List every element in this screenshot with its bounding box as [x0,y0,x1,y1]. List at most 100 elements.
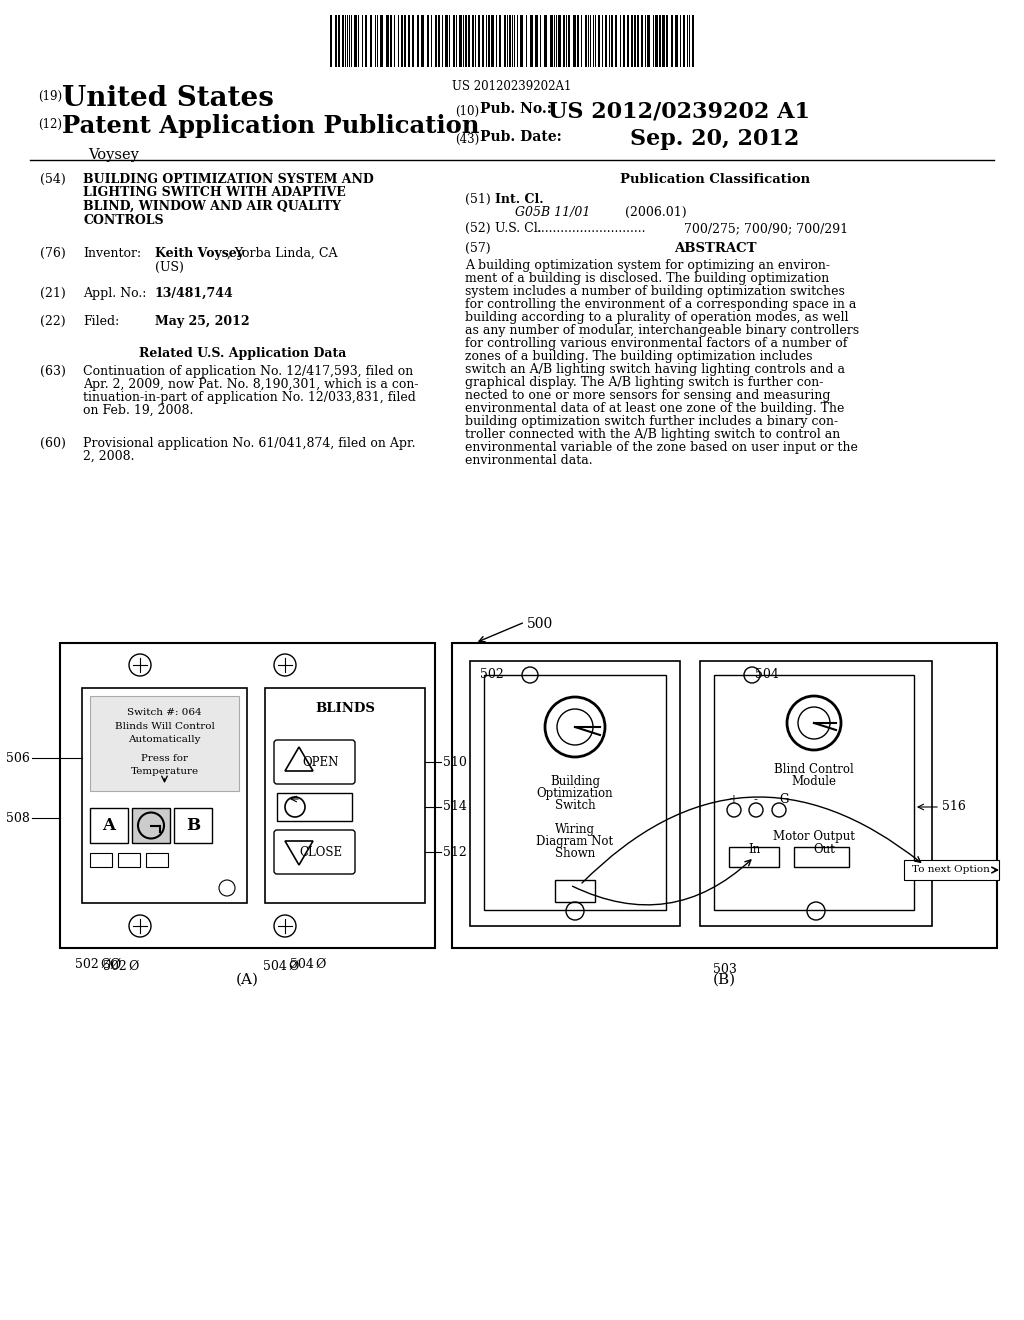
Text: (51): (51) [465,193,490,206]
Bar [585,15,587,67]
Bar [365,15,367,67]
Text: for controlling the environment of a corresponding space in a: for controlling the environment of a cor… [465,298,856,312]
Text: for controlling various environmental factors of a number of: for controlling various environmental fa… [465,337,848,350]
Bar [520,15,523,67]
Bar [386,15,389,67]
Text: 504: 504 [290,958,314,972]
Bar [401,15,403,67]
Bar [330,15,332,67]
Text: 512: 512 [443,846,467,858]
Text: Switch: Switch [555,799,595,812]
Bar [530,15,534,67]
Bar [354,15,357,67]
Bar [470,661,680,927]
Text: A building optimization system for optimizing an environ-: A building optimization system for optim… [465,259,830,272]
Bar [404,15,406,67]
Text: Building: Building [550,775,600,788]
Bar [452,643,997,948]
Text: Ø: Ø [288,960,298,973]
Text: 508: 508 [6,812,30,825]
Text: (43): (43) [455,133,479,147]
Bar [90,853,112,867]
Bar [623,15,625,67]
Bar [412,15,414,67]
Text: 506: 506 [6,751,30,764]
Text: BUILDING OPTIMIZATION SYSTEM AND: BUILDING OPTIMIZATION SYSTEM AND [83,173,374,186]
Text: (19): (19) [38,90,62,103]
Bar [563,15,565,67]
Bar [453,15,455,67]
Bar [729,847,779,867]
Bar [611,15,613,67]
Bar [794,847,849,867]
Text: (22): (22) [40,315,66,327]
Bar [490,15,494,67]
Text: environmental data of at least one zone of the building. The: environmental data of at least one zone … [465,403,845,414]
Text: 700/275; 700/90; 700/291: 700/275; 700/90; 700/291 [680,222,848,235]
Text: Publication Classification: Publication Classification [620,173,810,186]
Bar [509,15,511,67]
Text: To next Option: To next Option [912,866,990,874]
Bar [370,15,372,67]
Text: G: G [779,793,788,807]
Text: Voysey: Voysey [88,148,139,162]
Bar [342,15,344,67]
Text: ABSTRACT: ABSTRACT [674,242,757,255]
Bar [692,15,694,67]
Text: graphical display. The A/B lighting switch is further con-: graphical display. The A/B lighting swit… [465,376,823,389]
Text: Press for: Press for [141,754,188,763]
Bar [671,15,673,67]
Bar [478,15,480,67]
Text: Keith Voysey: Keith Voysey [155,247,244,260]
Text: Patent Application Publication: Patent Application Publication [62,114,479,139]
Bar [465,15,467,67]
Bar [278,793,352,821]
Text: 504: 504 [263,960,287,973]
Text: Shown: Shown [555,847,595,861]
Text: as any number of modular, interchangeable binary controllers: as any number of modular, interchangeabl… [465,323,859,337]
Text: BLINDS: BLINDS [315,702,375,715]
Text: (A): (A) [236,973,259,987]
Bar [132,808,170,843]
Bar [647,15,650,67]
Bar [904,861,999,880]
Bar [555,880,595,902]
Text: Automatically: Automatically [128,735,201,744]
Bar [631,15,633,67]
Text: (US): (US) [155,260,184,273]
Text: 504: 504 [755,668,779,681]
Bar [637,15,639,67]
FancyBboxPatch shape [274,741,355,784]
Text: CONTROLS: CONTROLS [83,214,164,227]
Bar [568,15,570,67]
Bar [488,15,490,67]
Bar [408,15,410,67]
Text: (12): (12) [38,117,62,131]
Text: 2, 2008.: 2, 2008. [83,450,134,463]
Text: Temperature: Temperature [130,767,199,776]
Bar [714,675,914,909]
Text: (B): (B) [713,973,736,987]
Bar [459,15,462,67]
Text: Switch #: 064: Switch #: 064 [127,708,202,717]
Text: 502: 502 [103,960,127,973]
Bar [605,15,607,67]
Bar [435,15,437,67]
Text: (54): (54) [40,173,66,186]
Text: May 25, 2012: May 25, 2012 [155,315,250,327]
Text: system includes a number of building optimization switches: system includes a number of building opt… [465,285,845,298]
Text: building according to a plurality of operation modes, as well: building according to a plurality of ope… [465,312,849,323]
Bar [482,15,484,67]
Text: Related U.S. Application Data: Related U.S. Application Data [139,347,346,360]
Text: (63): (63) [40,366,66,378]
Bar [573,15,575,67]
Bar [659,15,662,67]
Text: (60): (60) [40,437,66,450]
Text: In: In [748,843,760,855]
Bar [390,15,392,67]
Bar [174,808,212,843]
Text: G05B 11/01: G05B 11/01 [515,206,591,219]
Bar [700,661,932,927]
Bar [627,15,629,67]
Text: 13/481,744: 13/481,744 [155,286,233,300]
